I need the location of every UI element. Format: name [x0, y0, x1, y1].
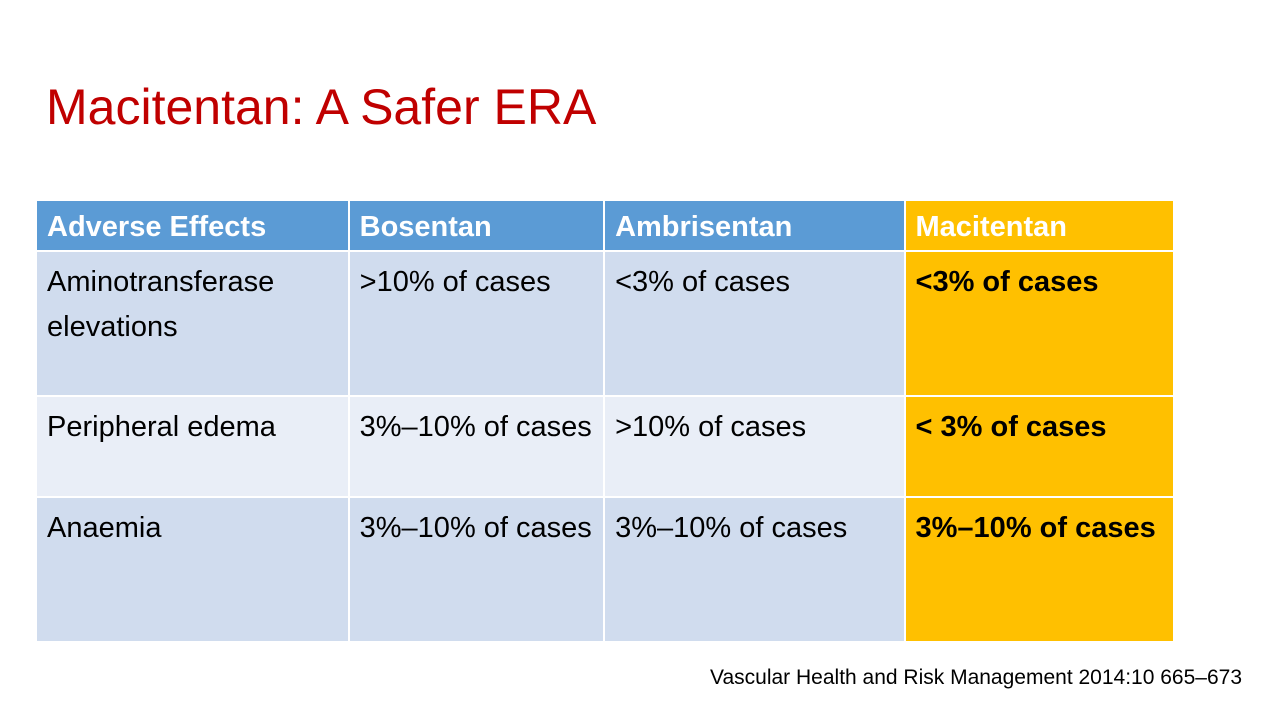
- cell: 3%–10% of cases: [603, 496, 906, 643]
- cell: 3%–10% of cases: [347, 496, 606, 643]
- header-cell: Adverse Effects: [35, 199, 350, 252]
- header-cell: Bosentan: [347, 199, 606, 252]
- table: Adverse Effects Bosentan Ambrisentan Macite…: [35, 199, 1176, 643]
- row: Peripheral edema 3%–10% of cases >10% of c…: [35, 395, 1176, 498]
- header-cell: Macitentan: [903, 199, 1176, 252]
- cell: >10% of cases: [603, 395, 906, 498]
- title: Macitentan: A Safer ERA: [46, 79, 597, 135]
- source: Vascular Health and Risk Management 2014…: [710, 666, 1242, 689]
- cell: Anaemia: [35, 496, 350, 643]
- cell: 3%–10% of cases: [347, 395, 606, 498]
- header-row: Adverse Effects Bosentan Ambrisentan Macite…: [35, 199, 1176, 252]
- cell: < 3% of cases: [903, 395, 1176, 498]
- row: Anaemia 3%–10% of cases 3%–10% of cases 3%–…: [35, 496, 1176, 643]
- cell: >10% of cases: [347, 250, 606, 397]
- cell: <3% of cases: [603, 250, 906, 397]
- cell: Aminotransferase elevations: [35, 250, 350, 397]
- cell: Peripheral edema: [35, 395, 350, 498]
- row: Aminotransferase elevations >10% of cases…: [35, 250, 1176, 397]
- cell: <3% of cases: [903, 250, 1176, 397]
- cell: 3%–10% of cases: [903, 496, 1176, 643]
- header-cell: Ambrisentan: [603, 199, 906, 252]
